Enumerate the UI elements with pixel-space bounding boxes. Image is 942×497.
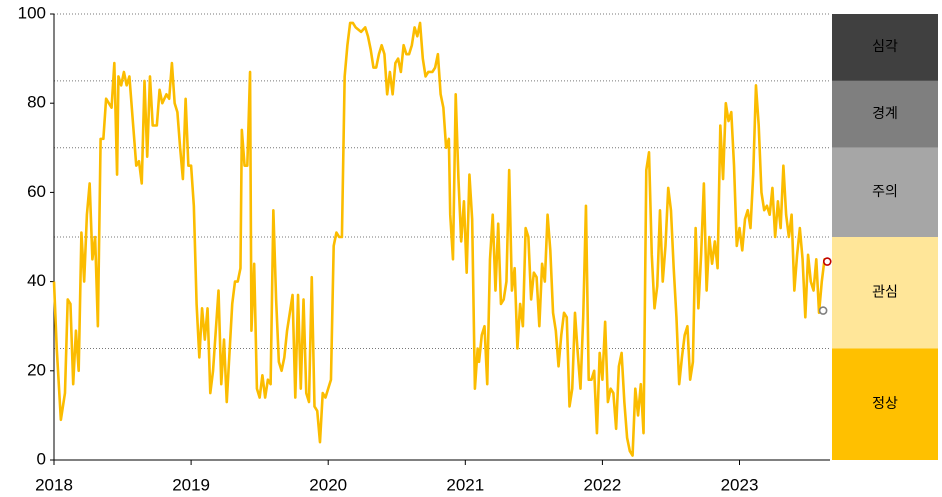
y-tick-label: 20: [27, 360, 46, 379]
data-line: [52, 21, 829, 457]
band-label: 정상: [872, 395, 898, 411]
band: [832, 14, 938, 81]
y-tick-label: 40: [27, 271, 46, 290]
band: [832, 147, 938, 237]
y-tick-label: 0: [37, 449, 46, 468]
marker: [822, 257, 832, 266]
band-label: 심각: [872, 38, 898, 54]
x-tick-label: 2022: [583, 475, 621, 494]
band: [832, 80, 938, 148]
band: [832, 348, 938, 460]
y-tick-label: 60: [27, 182, 46, 201]
marker: [818, 306, 828, 315]
band-label: 주의: [872, 183, 898, 199]
y-tick-label: 100: [18, 3, 46, 22]
band: [832, 237, 938, 349]
x-tick-label: 2023: [721, 475, 759, 494]
y-tick-label: 80: [27, 93, 46, 112]
band-label: 경계: [872, 105, 898, 121]
x-tick-label: 2019: [172, 475, 210, 494]
x-tick-label: 2018: [35, 475, 73, 494]
x-tick-label: 2020: [309, 475, 347, 494]
band-label: 관심: [872, 283, 898, 299]
x-tick-label: 2021: [446, 475, 484, 494]
